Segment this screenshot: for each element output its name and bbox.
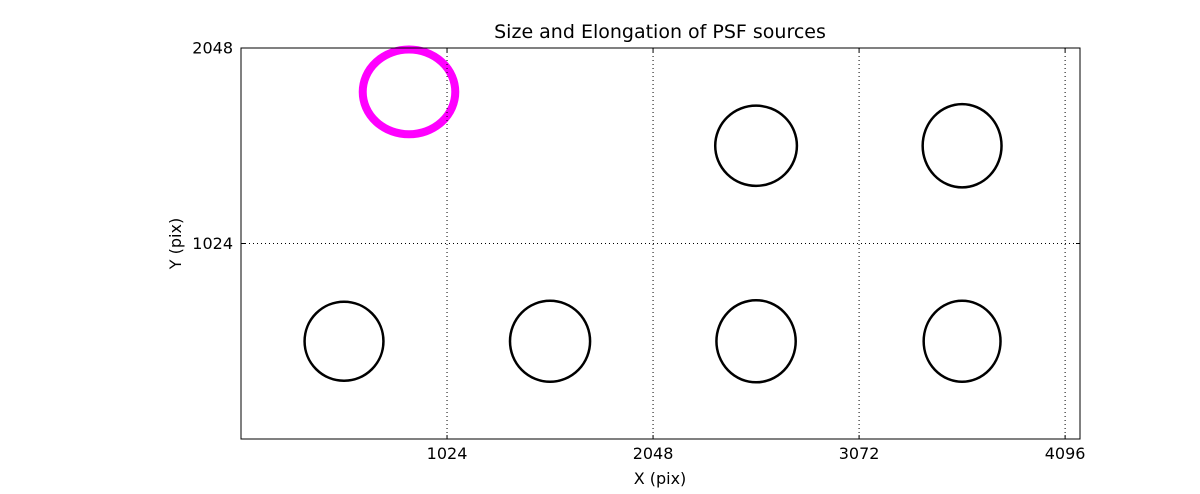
x-tick-label: 2048: [633, 444, 674, 463]
y-axis-label: Y (pix): [166, 218, 185, 270]
psf-ellipse: [921, 102, 1003, 189]
x-axis-label: X (pix): [634, 469, 687, 488]
y-tick-label: 1024: [192, 234, 233, 253]
psf-ellipses: [303, 45, 1003, 384]
psf-ellipse: [922, 299, 1002, 383]
psf-ellipse: [713, 104, 799, 188]
chart-title: Size and Elongation of PSF sources: [494, 21, 826, 43]
psf-ellipse-highlighted: [358, 45, 460, 139]
plot-frame: [240, 47, 1081, 440]
y-tick-label: 2048: [192, 39, 233, 58]
x-tick-label: 1024: [427, 444, 468, 463]
x-tick-label: 4096: [1045, 444, 1086, 463]
x-tick-label: 3072: [839, 444, 880, 463]
tick-labels: 1024 2048 3072 4096 1024 2048: [192, 39, 1085, 464]
psf-ellipse: [715, 298, 797, 384]
axis-ticks: [241, 47, 1080, 439]
psf-ellipse: [508, 299, 592, 383]
psf-ellipse: [303, 300, 385, 383]
